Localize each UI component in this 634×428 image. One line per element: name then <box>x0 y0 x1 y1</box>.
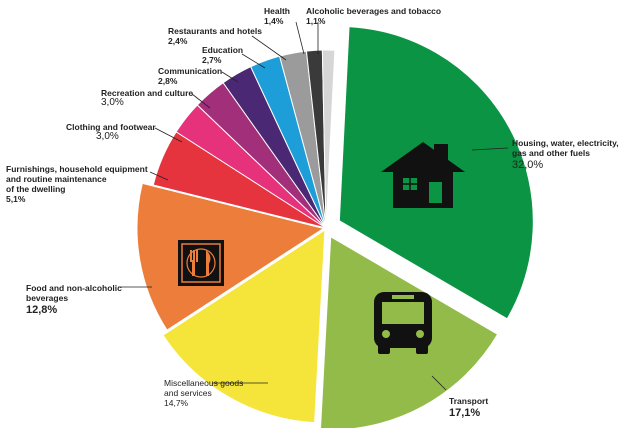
leader-clothing <box>154 127 183 143</box>
restaurants-name: Restaurants and hotels <box>168 26 262 36</box>
transport-name: Transport <box>449 396 489 406</box>
misc-percent: 14,7% <box>164 398 189 408</box>
label-furnishings: Furnishings, household equipment and rou… <box>6 164 148 204</box>
clothing-percent: 3,0% <box>96 131 119 142</box>
education-percent: 2,7% <box>202 55 222 65</box>
slice-alcohol <box>321 49 336 229</box>
communication-percent: 2,8% <box>158 76 178 86</box>
housing-name-line1: Housing, water, electricity, <box>512 138 619 148</box>
slice-food <box>134 180 330 334</box>
leader-furnishings <box>149 171 169 181</box>
clothing-name: Clothing and footwear <box>66 122 156 132</box>
label-recreation: Recreation and culture 3,0% <box>101 88 193 108</box>
recreation-name: Recreation and culture <box>101 88 194 98</box>
label-alcohol: Alcoholic beverages and tobacco 1,1% <box>306 6 441 26</box>
housing-percent: 32,0% <box>512 159 544 171</box>
leader-lines <box>118 21 509 391</box>
health-percent: 1,4% <box>264 16 284 26</box>
label-misc: Miscellaneous goods and services 14,7% <box>164 378 243 408</box>
misc-name-line1: Miscellaneous goods <box>164 378 244 388</box>
leader-transport <box>431 375 447 391</box>
leader-communication <box>221 71 239 83</box>
misc-name-line2: and services <box>164 388 212 398</box>
furnishings-name-line3: of the dwelling <box>6 184 66 194</box>
leader-restaurants <box>251 35 287 61</box>
slice-misc <box>159 225 328 426</box>
leader-recreation <box>191 93 211 109</box>
communication-name: Communication <box>158 66 223 76</box>
furnishings-name-line2: and routine maintenance <box>6 174 107 184</box>
transport-percent: 17,1% <box>449 407 481 419</box>
label-health: Health 1,4% <box>264 6 290 26</box>
health-name: Health <box>264 6 290 16</box>
leader-housing <box>471 147 509 151</box>
furnishings-name-line1: Furnishings, household equipment <box>6 164 148 174</box>
label-housing: Housing, water, electricity, gas and oth… <box>512 138 619 172</box>
recreation-percent: 3,0% <box>101 97 124 108</box>
restaurants-percent: 2,4% <box>168 36 188 46</box>
food-name-line2: beverages <box>26 293 69 303</box>
label-restaurants: Restaurants and hotels 2,4% <box>168 26 262 46</box>
food-name-line1: Food and non-alcoholic <box>26 283 122 293</box>
bus-icon <box>374 292 432 354</box>
leader-health <box>295 21 305 55</box>
fork-knife-icon <box>178 240 224 286</box>
label-clothing: Clothing and footwear 3,0% <box>66 122 156 142</box>
label-education: Education 2,7% <box>202 45 243 65</box>
label-communication: Communication 2,8% <box>158 66 222 86</box>
education-name: Education <box>202 45 244 55</box>
alcohol-percent: 1,1% <box>306 16 326 26</box>
label-food: Food and non-alcoholic beverages 12,8% <box>26 283 122 317</box>
house-icon <box>381 142 465 208</box>
housing-name-line2: gas and other fuels <box>512 148 590 158</box>
alcohol-name: Alcoholic beverages and tobacco <box>306 6 442 16</box>
furnishings-percent: 5,1% <box>6 194 26 204</box>
pie-slices <box>134 24 536 428</box>
label-transport: Transport 17,1% <box>449 396 488 420</box>
leader-education <box>241 53 266 69</box>
food-percent: 12,8% <box>26 304 58 316</box>
